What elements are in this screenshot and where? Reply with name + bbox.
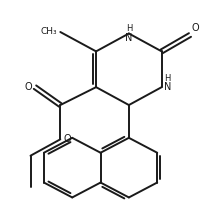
Text: O: O [191,24,199,34]
Text: H: H [164,74,170,83]
Text: H: H [126,24,132,33]
Text: CH₃: CH₃ [41,27,57,36]
Text: O: O [64,134,72,144]
Text: O: O [24,82,32,92]
Text: N: N [164,82,171,92]
Text: N: N [125,33,132,43]
